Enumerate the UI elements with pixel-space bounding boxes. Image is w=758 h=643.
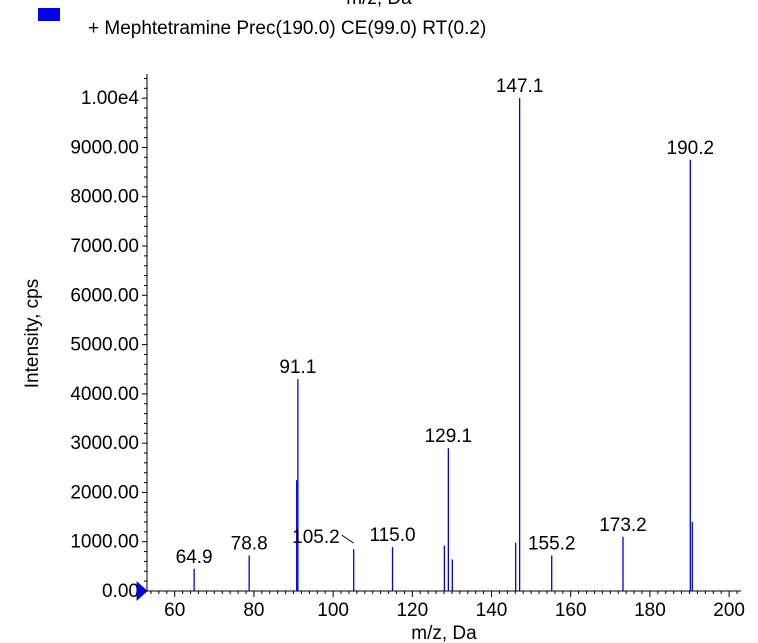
peak-label: 91.1 xyxy=(279,357,316,378)
y-tick-label: 2000.00 xyxy=(70,482,139,503)
x-tick-label: 120 xyxy=(396,600,428,621)
peak-leader-line xyxy=(341,534,354,544)
x-tick-label: 140 xyxy=(476,600,508,621)
peak-label: 155.2 xyxy=(528,534,576,555)
peak-label: 173.2 xyxy=(599,515,647,536)
legend-label: + Mephtetramine Prec(190.0) CE(99.0) RT(… xyxy=(88,18,487,39)
x-tick-label: 100 xyxy=(317,600,349,621)
x-tick-label: 160 xyxy=(555,600,587,621)
peak-label: 105.2 xyxy=(292,527,340,548)
y-tick-label: 3000.00 xyxy=(70,433,139,454)
x-tick-label: 80 xyxy=(243,600,264,621)
baseline-marker xyxy=(136,581,148,601)
y-tick-label: 1000.00 xyxy=(70,532,139,553)
x-tick-label: 180 xyxy=(634,600,666,621)
peak-label: 190.2 xyxy=(667,138,715,159)
y-tick-label: 6000.00 xyxy=(70,285,139,306)
peak-label: 64.9 xyxy=(176,547,213,568)
peak-label: 78.8 xyxy=(231,534,268,555)
y-tick-label: 0.00 xyxy=(102,581,139,602)
y-tick-label: 9000.00 xyxy=(70,137,139,158)
y-tick-label: 5000.00 xyxy=(70,335,139,356)
x-tick-label: 200 xyxy=(713,600,745,621)
y-tick-label: 8000.00 xyxy=(70,187,139,208)
x-tick-label: 60 xyxy=(164,600,185,621)
peak-label: 115.0 xyxy=(369,525,415,546)
y-tick-label: 1.00e4 xyxy=(81,88,140,109)
peak-label: 147.1 xyxy=(496,76,544,97)
x-axis-title: m/z, Da xyxy=(411,623,477,643)
peak-label: 129.1 xyxy=(425,426,473,447)
chart-title-cut-off: m/z, Da xyxy=(0,0,758,10)
legend-swatch xyxy=(38,8,60,21)
y-axis-title: Intensity, cps xyxy=(22,279,43,388)
y-tick-label: 7000.00 xyxy=(70,236,139,257)
y-tick-label: 4000.00 xyxy=(70,384,139,405)
